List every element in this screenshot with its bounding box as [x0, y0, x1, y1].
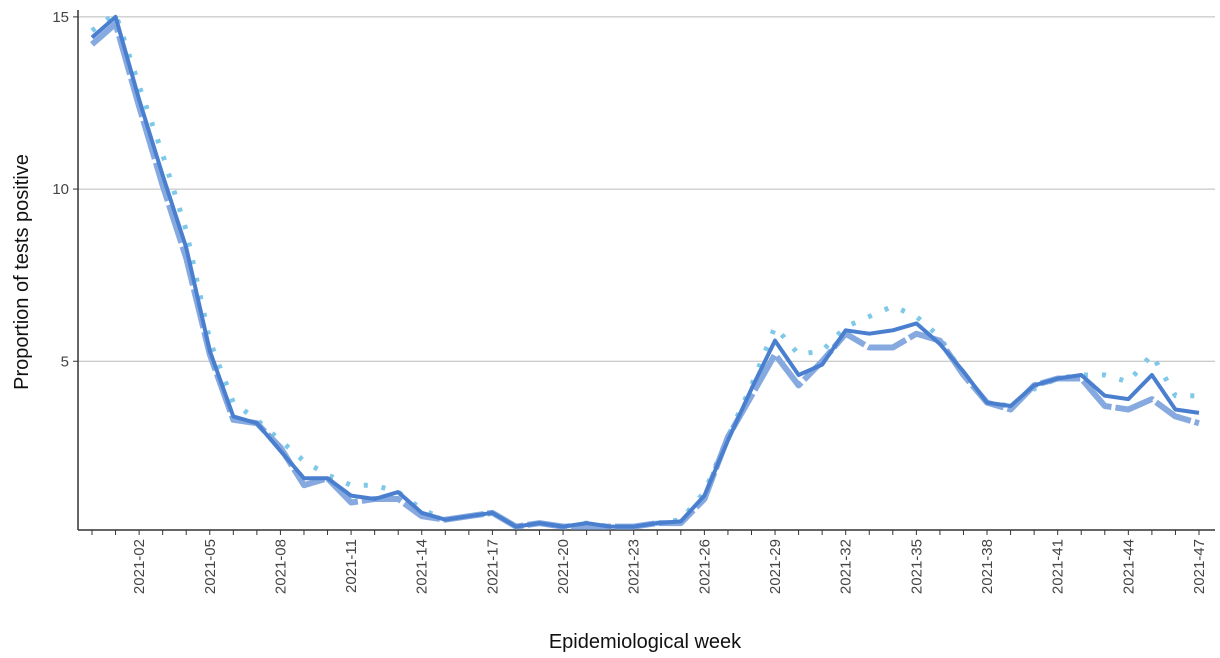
x-tick-label: 2021-32	[838, 539, 855, 594]
x-tick-label: 2021-35	[908, 539, 925, 594]
y-axis-title: Proportion of tests positive	[11, 154, 33, 390]
x-tick-label: 2021-08	[272, 539, 289, 594]
series-line	[90, 20, 1200, 530]
x-tick-label: 2021-14	[414, 539, 431, 594]
y-tick-label: 15	[52, 9, 69, 26]
x-tick-label: 2021-17	[484, 539, 501, 594]
x-tick-label: 2021-41	[1050, 539, 1067, 594]
x-tick-label: 2021-20	[555, 539, 572, 594]
x-tick-label: 2021-23	[626, 539, 643, 594]
y-tick-label: 10	[52, 181, 69, 198]
x-tick-label: 2021-02	[131, 539, 148, 594]
x-tick-label: 2021-26	[696, 539, 713, 594]
x-axis-title: Epidemiological week	[549, 631, 742, 653]
x-tick-label: 2021-38	[979, 539, 996, 594]
x-tick-label: 2021-29	[767, 539, 784, 594]
series-line	[90, 14, 1200, 529]
x-tick-label: 2021-05	[202, 539, 219, 594]
x-tick-label: 2021-47	[1191, 539, 1208, 594]
series-line	[90, 10, 1199, 530]
x-tick-label: 2021-11	[343, 539, 360, 593]
x-tick-label: 2021-44	[1120, 539, 1137, 594]
y-tick-label: 5	[61, 353, 69, 370]
